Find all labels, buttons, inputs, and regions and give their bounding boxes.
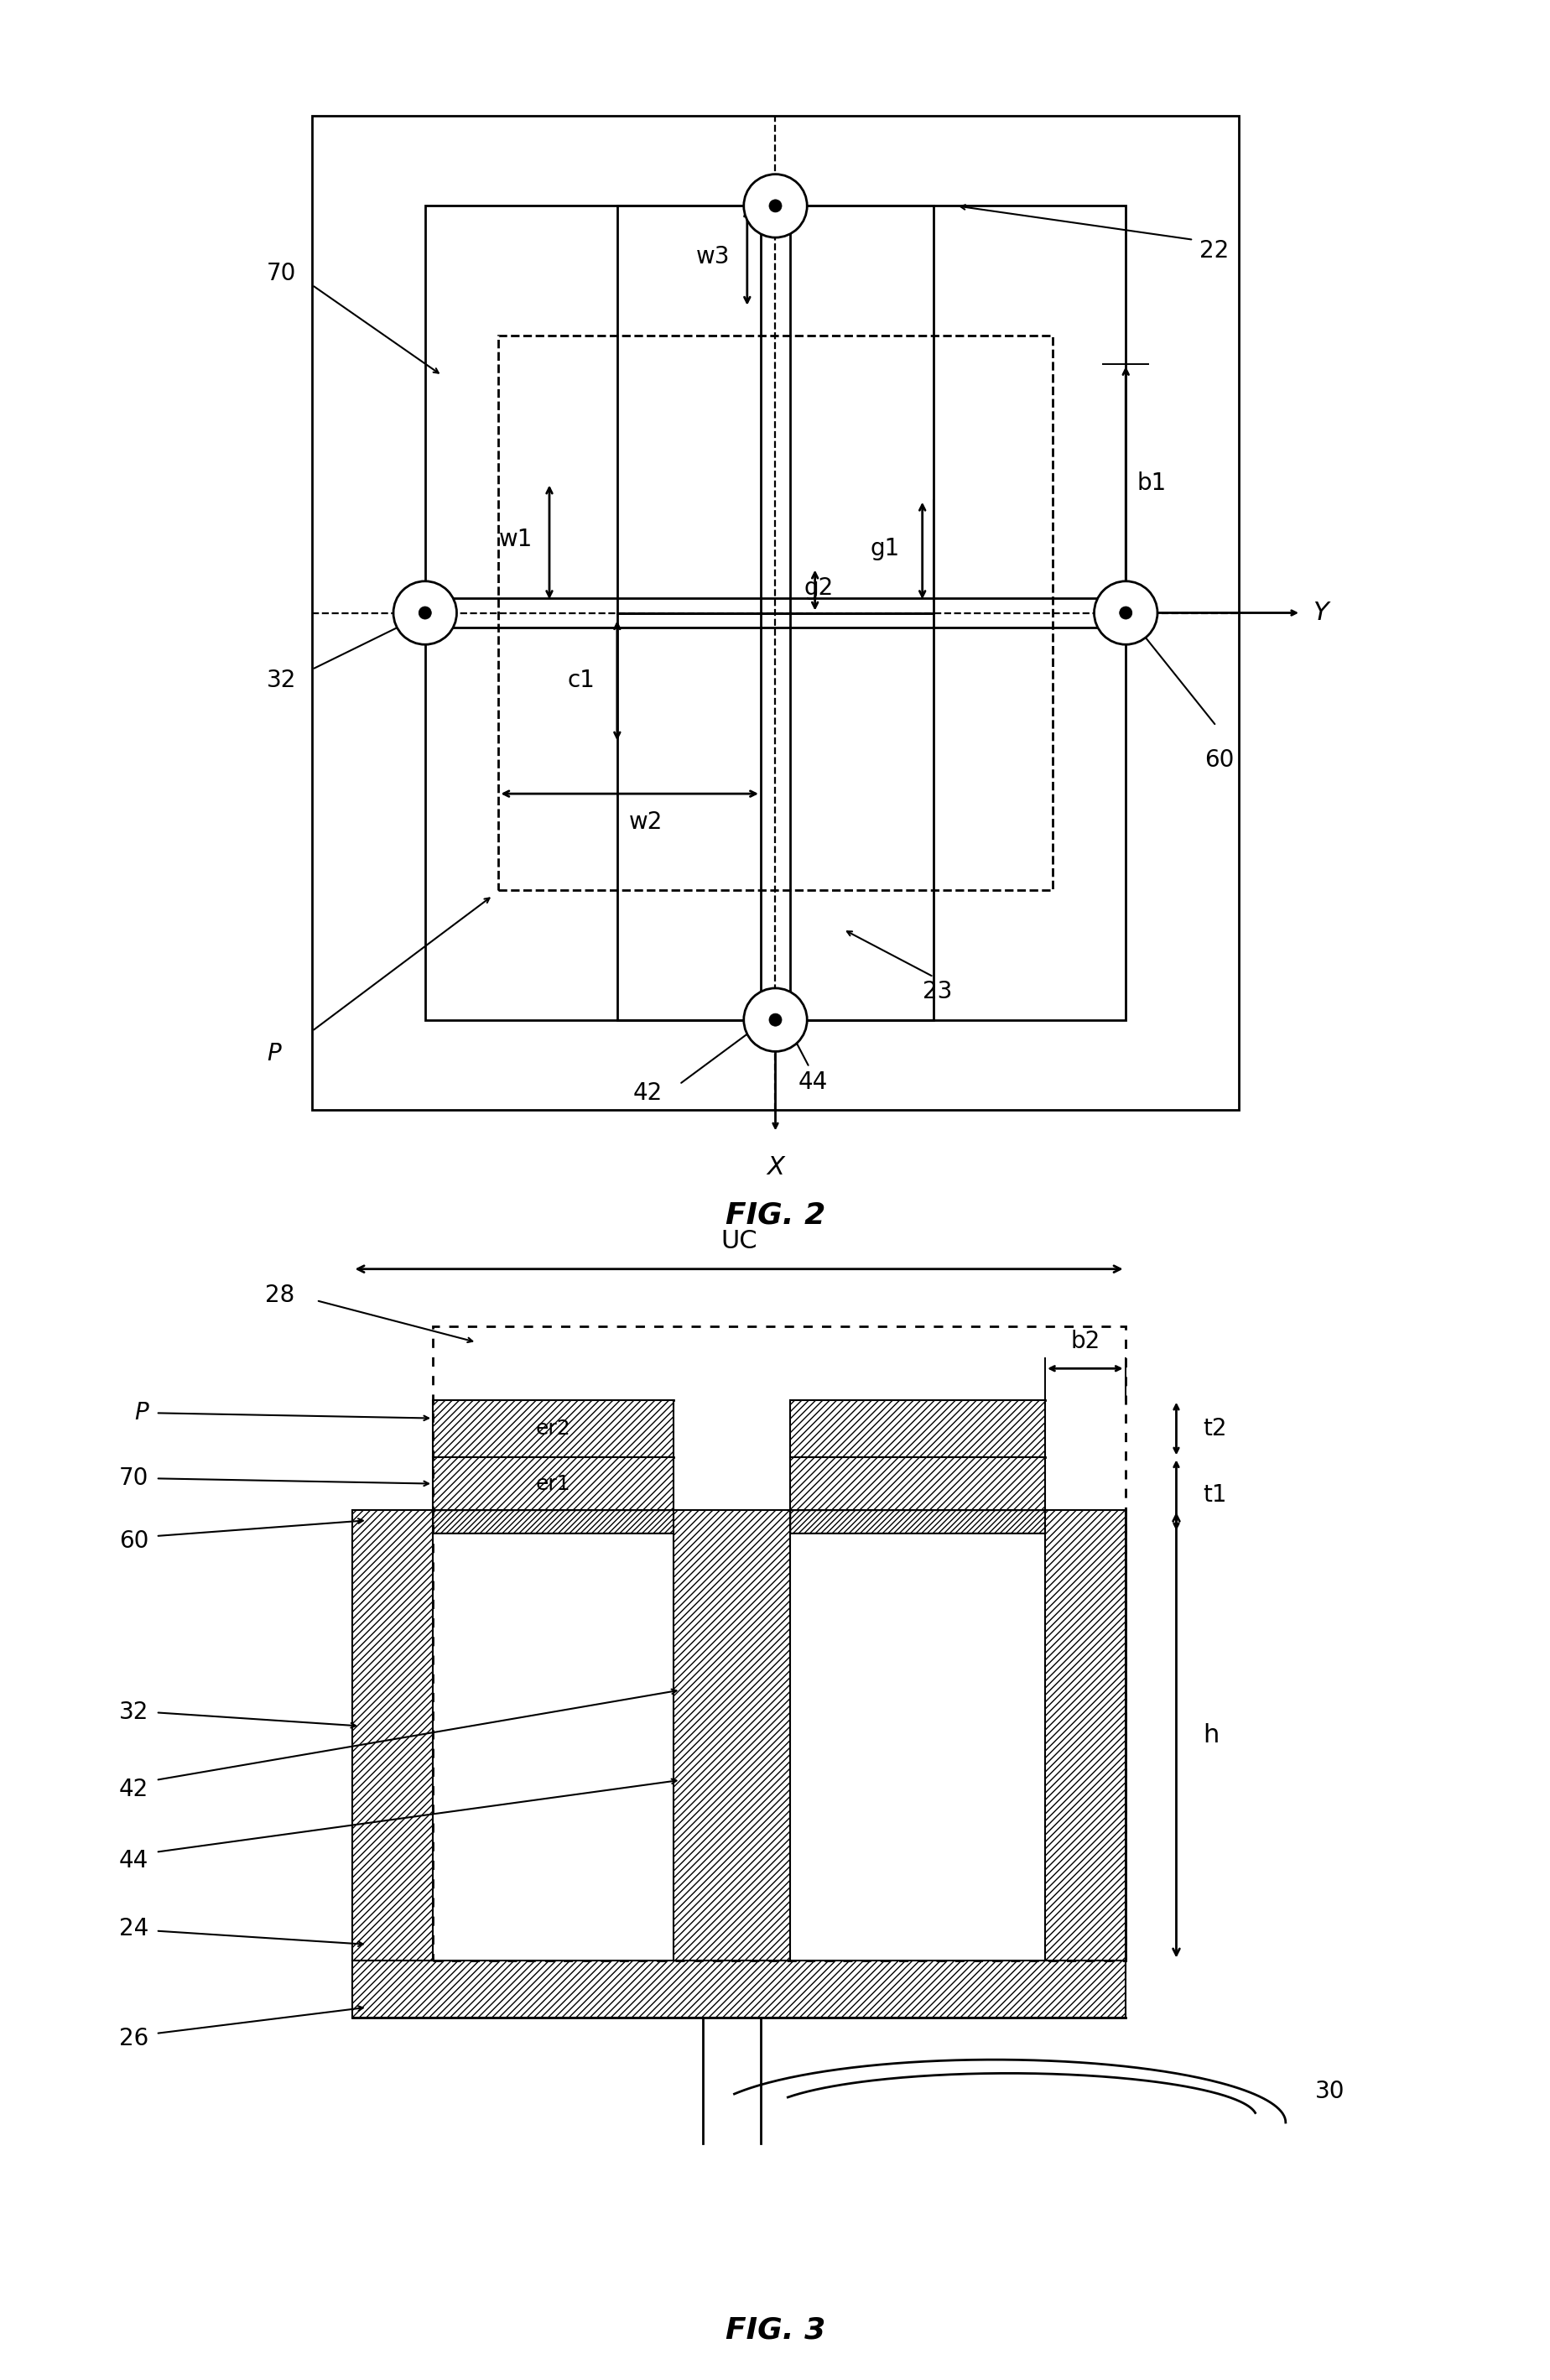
Bar: [789, 1457, 1045, 1509]
Text: 42: 42: [632, 1081, 662, 1104]
Text: 60: 60: [119, 1530, 149, 1554]
Text: 30: 30: [1314, 2080, 1344, 2104]
Text: h: h: [1201, 1723, 1218, 1747]
Text: 32: 32: [119, 1702, 149, 1723]
Bar: [1045, 1509, 1125, 1961]
Text: g2: g2: [803, 576, 832, 600]
Text: er2: er2: [535, 1418, 570, 1440]
Text: 44: 44: [798, 1071, 828, 1095]
Bar: [312, 117, 1238, 1109]
Bar: [425, 207, 1125, 1019]
Text: w2: w2: [628, 812, 662, 833]
Circle shape: [394, 581, 456, 645]
Text: c1: c1: [567, 669, 594, 693]
Circle shape: [1119, 607, 1132, 619]
Text: P: P: [267, 1042, 281, 1066]
Text: 70: 70: [267, 262, 296, 286]
Text: Y: Y: [1311, 600, 1327, 626]
Text: er1: er1: [535, 1473, 570, 1495]
Circle shape: [419, 607, 431, 619]
Text: FIG. 3: FIG. 3: [725, 2316, 825, 2344]
Text: 32: 32: [267, 669, 296, 693]
Text: 42: 42: [119, 1778, 149, 1802]
Circle shape: [744, 988, 806, 1052]
Bar: [617, 614, 933, 1019]
Bar: [352, 1961, 1125, 2018]
Text: 70: 70: [119, 1466, 149, 1490]
Text: b1: b1: [1136, 471, 1166, 495]
Text: FIG. 2: FIG. 2: [725, 1200, 825, 1228]
Text: t2: t2: [1201, 1416, 1226, 1440]
Bar: [789, 1399, 1045, 1457]
Circle shape: [769, 1014, 781, 1026]
Text: w1: w1: [498, 528, 532, 552]
Circle shape: [744, 174, 806, 238]
Text: 28: 28: [265, 1283, 294, 1307]
Text: t1: t1: [1201, 1483, 1226, 1507]
Bar: [498, 336, 1052, 890]
Text: 22: 22: [1198, 240, 1228, 262]
Circle shape: [1094, 581, 1156, 645]
Circle shape: [769, 200, 781, 212]
Bar: [617, 207, 933, 614]
Text: 44: 44: [119, 1849, 149, 1873]
Text: UC: UC: [721, 1228, 756, 1254]
Text: 60: 60: [1204, 747, 1234, 771]
Bar: [432, 1326, 1125, 1961]
Bar: [673, 1509, 789, 1961]
Text: 26: 26: [119, 2028, 149, 2052]
Text: 24: 24: [119, 1916, 149, 1940]
Text: 23: 23: [922, 981, 952, 1004]
Bar: [432, 1509, 673, 1533]
Text: b2: b2: [1070, 1330, 1099, 1352]
Text: X: X: [766, 1157, 784, 1180]
Bar: [432, 1457, 673, 1509]
Text: g1: g1: [870, 536, 899, 559]
Bar: [789, 1509, 1045, 1533]
Text: w3: w3: [696, 245, 730, 269]
Bar: [432, 1399, 673, 1457]
Bar: [352, 1509, 432, 1961]
Text: P: P: [135, 1402, 149, 1426]
